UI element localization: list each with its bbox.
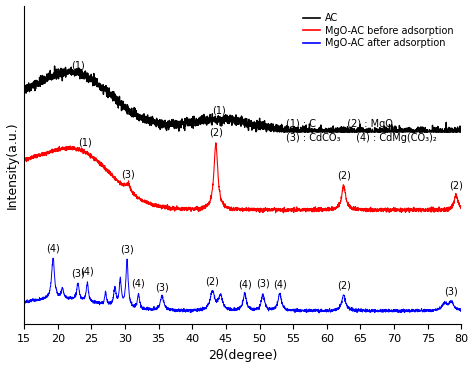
X-axis label: 2θ(degree): 2θ(degree)	[208, 350, 277, 362]
Text: (2): (2)	[337, 280, 351, 290]
Y-axis label: Intensity(a.u.): Intensity(a.u.)	[6, 121, 18, 209]
Text: (4): (4)	[238, 279, 252, 289]
Text: (4): (4)	[46, 243, 60, 253]
Text: (1) : C          (2) : MgO
(3) : CdCO₃     (4) : CdMg(CO₃)₂: (1) : C (2) : MgO (3) : CdCO₃ (4) : CdMg…	[286, 118, 437, 144]
Text: (1): (1)	[71, 60, 85, 70]
Text: (2): (2)	[206, 276, 219, 286]
Text: (4): (4)	[273, 279, 287, 290]
Text: (3): (3)	[155, 282, 169, 292]
Text: (4): (4)	[81, 267, 94, 277]
Text: (1): (1)	[212, 106, 226, 116]
Text: (1): (1)	[78, 137, 91, 147]
Text: (4): (4)	[132, 279, 146, 289]
Text: (3): (3)	[256, 279, 270, 289]
Legend: AC, MgO-AC before adsorption, MgO-AC after adsorption: AC, MgO-AC before adsorption, MgO-AC aft…	[300, 10, 456, 51]
Text: (3): (3)	[121, 169, 135, 179]
Text: (3): (3)	[120, 244, 134, 254]
Text: (2): (2)	[337, 170, 351, 181]
Text: (2): (2)	[449, 181, 463, 191]
Text: (2): (2)	[209, 128, 223, 138]
Text: (3): (3)	[71, 268, 85, 278]
Text: (3): (3)	[445, 287, 458, 297]
